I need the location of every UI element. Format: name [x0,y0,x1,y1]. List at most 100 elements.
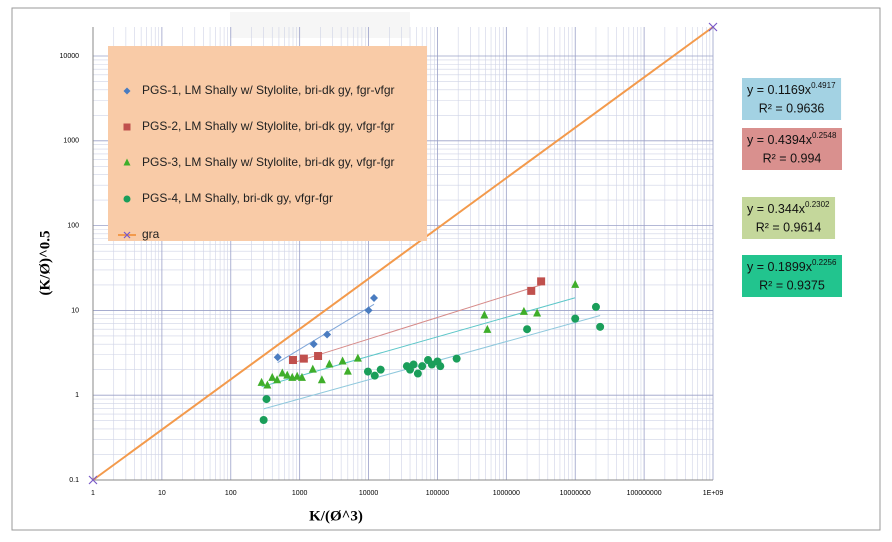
point [273,375,282,384]
point [325,359,334,368]
point [413,369,422,378]
equation: y = 0.1899x0.2256 [747,258,837,274]
equation-box: y = 0.4394x0.2548 R² = 0.994 [742,128,843,170]
point [268,372,277,381]
point [483,324,492,333]
legend-label: gra [142,227,160,241]
point [338,356,347,365]
point [299,354,308,363]
equation-text: y = 0.344x [747,202,806,216]
y-tick-label: 1 [75,392,79,399]
x-tick-label: 10 [158,490,166,497]
point [314,351,323,360]
point [343,366,352,375]
legend-marker [123,87,131,95]
legend-box [108,46,427,241]
point [309,340,318,349]
point [527,286,536,295]
point [591,302,600,311]
line [92,26,714,481]
equation-text: y = 0.1169x [747,83,812,97]
y-tick-label: 10 [71,307,79,314]
x-tick-label: 1000 [292,490,308,497]
point [409,360,418,369]
point [308,364,317,373]
legend-marker [123,158,131,166]
equation-exponent: 0.2302 [805,200,830,209]
point [317,375,326,384]
legend-marker [123,123,131,131]
r-squared: R² = 0.9375 [759,278,825,292]
point [323,330,332,339]
y-tick-label: 0.1 [69,477,79,484]
legend-label: PGS-1, LM Shally w/ Stylolite, bri-dk gy… [142,83,395,97]
equation-text: y = 0.4394x [747,133,813,147]
point [363,367,372,376]
equation-exponent: 0.4917 [811,81,836,90]
x-tick-label: 10000 [359,490,379,497]
y-tick-label: 100 [67,222,79,229]
equation-exponent: 0.2548 [812,131,837,140]
y-axis-title: (K/Ø)^0.5 [37,231,53,296]
equation: y = 0.344x0.2302 [747,200,830,216]
trendline [292,284,542,364]
r-squared: R² = 0.9636 [759,101,825,115]
equation-bg [742,197,836,239]
point [533,308,542,317]
point [263,380,272,389]
y-tick-label: 1000 [63,138,79,145]
point [88,475,98,485]
point [262,395,271,404]
equation-exponent: 0.2256 [812,258,837,267]
equation-bg [742,128,843,170]
x-tick-label: 10000000 [560,490,591,497]
point [293,371,302,380]
equation-text: y = 0.1899x [747,260,813,274]
equation: y = 0.4394x0.2548 [747,131,837,147]
equation-box: y = 0.1899x0.2256 R² = 0.9375 [742,255,843,297]
equation: y = 0.1169x0.4917 [747,81,836,97]
x-tick-label: 1E+09 [703,490,724,497]
x-tick-label: 1000000 [493,490,520,497]
equation-bg [742,78,842,120]
point [537,277,546,286]
equation-box: y = 0.344x0.2302 R² = 0.9614 [742,197,836,239]
point [523,325,532,334]
point [297,372,306,381]
point [370,294,379,303]
equation-bg [742,255,843,297]
x-tick-label: 100 [225,490,237,497]
equation-box: y = 0.1169x0.4917 R² = 0.9636 [742,78,842,120]
x-axis-title: K/(Ø^3) [309,508,363,524]
point [273,353,282,362]
point [519,306,528,315]
point [571,314,580,323]
point [288,356,297,365]
legend-label: PGS-4, LM Shally, bri-dk gy, vfgr-fgr [142,191,333,205]
y-tick-label: 10000 [60,53,80,60]
point [353,353,362,362]
point [708,22,718,32]
title-placeholder [230,12,410,38]
legend-label: PGS-3, LM Shally w/ Stylolite, bri-dk gy… [142,155,395,169]
legend-label: PGS-2, LM Shally w/ Stylolite, bri-dk gy… [142,119,395,133]
point [283,370,292,379]
legend-marker [123,195,131,203]
point [571,279,580,288]
point [436,362,445,371]
point [596,322,605,331]
point [364,306,373,315]
point [480,310,489,319]
point [278,368,287,377]
point [259,416,268,425]
point [418,362,427,371]
legend-marker [123,231,131,239]
point [257,377,266,386]
x-tick-label: 100000000 [627,490,662,497]
frame [11,7,881,531]
x-tick-label: 100000 [426,490,449,497]
x-tick-label: 1 [91,490,95,497]
r-squared: R² = 0.994 [763,151,822,165]
point [370,371,379,380]
